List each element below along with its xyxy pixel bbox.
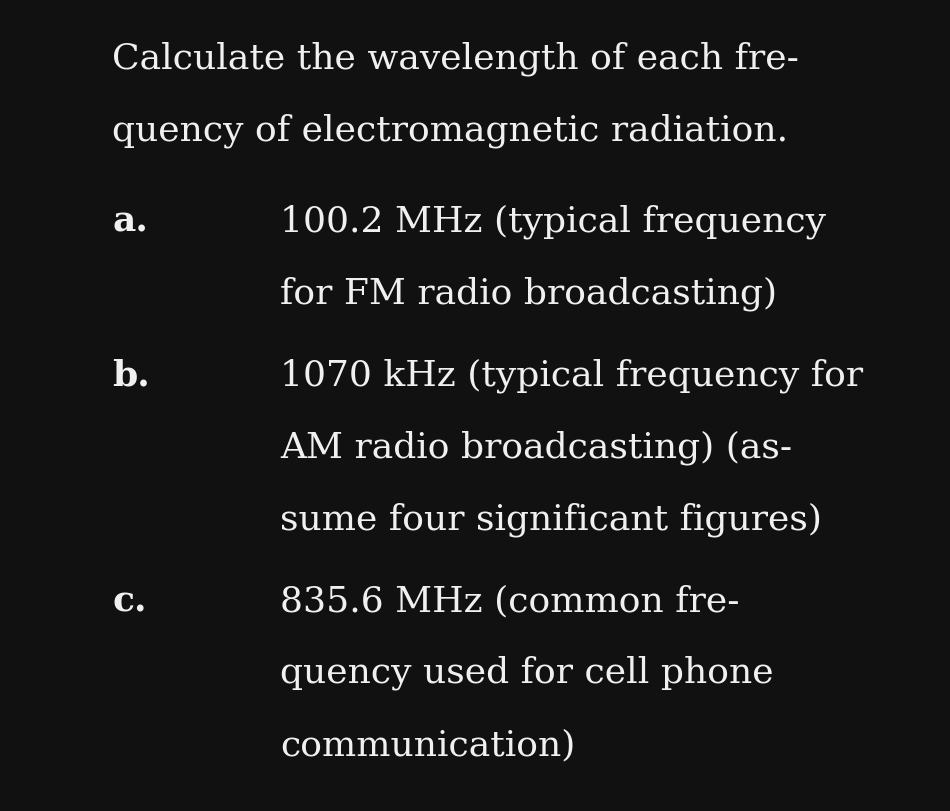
Text: 835.6 MHz (common fre-: 835.6 MHz (common fre- <box>280 584 740 618</box>
Text: sume four significant figures): sume four significant figures) <box>280 502 823 537</box>
Text: Calculate the wavelength of each fre-: Calculate the wavelength of each fre- <box>112 42 799 76</box>
Text: quency of electromagnetic radiation.: quency of electromagnetic radiation. <box>112 114 788 148</box>
Text: 1070 kHz (typical frequency for: 1070 kHz (typical frequency for <box>280 358 864 393</box>
Text: quency used for cell phone: quency used for cell phone <box>280 656 774 690</box>
Text: for FM radio broadcasting): for FM radio broadcasting) <box>280 276 777 311</box>
Text: c.: c. <box>112 584 146 618</box>
Text: b.: b. <box>112 358 150 392</box>
Text: communication): communication) <box>280 728 576 762</box>
Text: a.: a. <box>112 204 148 238</box>
Text: 100.2 MHz (typical frequency: 100.2 MHz (typical frequency <box>280 204 826 238</box>
Text: AM radio broadcasting) (as-: AM radio broadcasting) (as- <box>280 430 792 465</box>
